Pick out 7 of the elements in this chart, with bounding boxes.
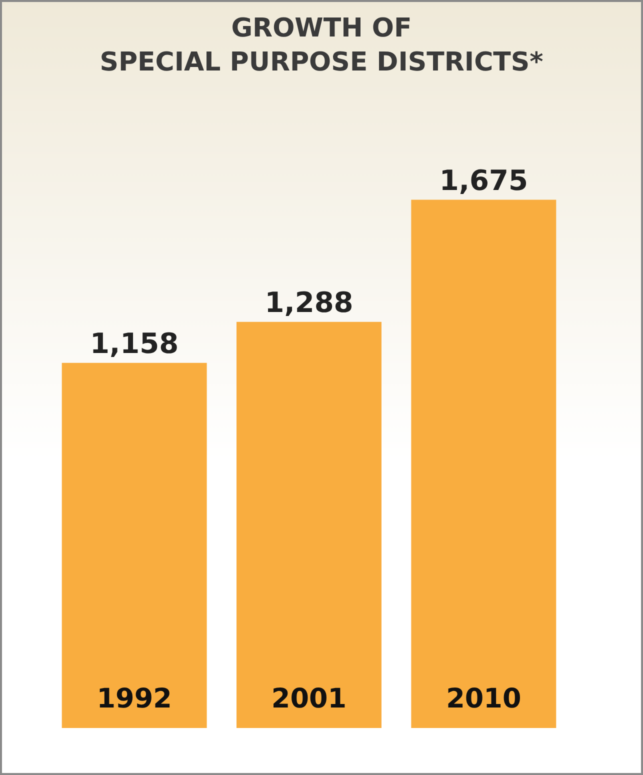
x-tick-label: 1992	[96, 684, 172, 715]
x-tick-label: 2001	[271, 684, 347, 715]
chart-title: GROWTH OF SPECIAL PURPOSE DISTRICTS*	[100, 14, 544, 78]
data-label: 1,288	[264, 286, 354, 319]
data-label: 1,158	[90, 326, 179, 360]
x-tick-label: 2010	[446, 684, 522, 715]
data-label: 1,675	[439, 164, 528, 197]
